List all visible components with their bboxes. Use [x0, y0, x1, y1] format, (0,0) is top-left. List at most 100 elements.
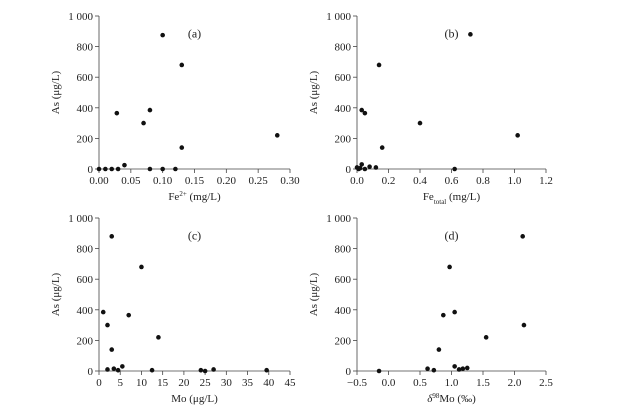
panel-c-point: [198, 367, 204, 373]
panel-c-x-tick-label: 15: [157, 377, 169, 389]
panel-b-x-tick-label: 0.6: [445, 175, 459, 187]
panel-b-point: [362, 166, 368, 172]
panel-c-point: [156, 335, 161, 340]
panel-c-point: [120, 364, 125, 369]
panel-c-panel-label: (c): [188, 228, 201, 242]
panel-d-point: [376, 368, 382, 374]
panel-b-x-tick-label: 0.2: [382, 175, 396, 187]
panel-b-panel-label: (b): [445, 26, 459, 40]
panel-d-x-tick-label: 2.0: [508, 377, 522, 389]
panel-b-point: [452, 166, 457, 172]
panel-c-point: [202, 368, 208, 374]
panel-a-x-axis-label: Fe2+ (mg/L): [168, 190, 221, 203]
panel-b-y-tick-label: 400: [335, 103, 352, 115]
panel-c-y-tick-label: 400: [77, 305, 94, 317]
panel-d-x-tick-label: 1.0: [445, 377, 459, 389]
panel-b-y-tick-label: 800: [335, 42, 352, 54]
panel-a-point: [147, 166, 153, 172]
panel-c-point: [149, 367, 155, 373]
panel-b-x-tick-label: 0.8: [476, 175, 490, 187]
panel-d-x-axis-label-part: Mo (‰): [439, 393, 476, 405]
panel-a-x-axis-label-part: (mg/L): [187, 191, 221, 203]
panel-a-y-tick-label: 400: [77, 103, 94, 115]
panel-b-x-tick-label: 1.2: [539, 175, 553, 187]
panel-d-y-tick-label: 800: [335, 244, 352, 256]
panel-a-x-tick-label: 0.30: [280, 175, 300, 187]
panel-c-point: [105, 367, 110, 372]
panel-b-x-axis-label-part: total: [434, 198, 446, 206]
panel-d-y-axis-label: As (μg/L): [308, 272, 320, 316]
panel-a-point: [179, 62, 185, 68]
panel-a-point: [274, 133, 280, 138]
panel-a-point: [141, 120, 146, 126]
panel-c-point: [211, 367, 216, 372]
panel-b-y-tick-label: 1 000: [326, 11, 351, 23]
panel-a-point: [96, 166, 102, 172]
panel-d-point: [464, 365, 470, 371]
panel-c-x-tick-label: 5: [117, 377, 123, 389]
panel-d-x-tick-label: 1.5: [476, 377, 490, 389]
panel-c-point: [105, 322, 110, 328]
panel-c-point: [100, 309, 106, 315]
panel-c-y-tick-label: 200: [77, 335, 94, 347]
panel-d-x-tick-label: 2.5: [539, 377, 553, 389]
panel-c-point: [264, 367, 269, 373]
panel-b-y-axis-label: As (μg/L): [308, 70, 320, 114]
panel-c-point: [111, 366, 117, 372]
panel-a-x-tick-label: 0.00: [89, 175, 109, 187]
panel-a-y-tick-label: 600: [77, 72, 94, 84]
panel-b-point: [359, 107, 365, 113]
panel-a-y-tick-label: 0: [88, 164, 94, 176]
panel-c-x-tick-label: 30: [221, 377, 233, 389]
panel-b-point: [468, 32, 473, 37]
panel-a-point: [122, 162, 127, 168]
panel-a-point: [103, 166, 108, 172]
panel-d-x-tick-label: 0.5: [413, 377, 427, 389]
panel-d-point: [460, 366, 466, 372]
panel-c-y-axis-label: As (μg/L): [50, 272, 62, 316]
panel-d-x-axis-label-part: 98: [432, 392, 440, 400]
panel-b-y-tick-label: 0: [346, 164, 352, 176]
panel-b-x-tick-label: 1.0: [508, 175, 522, 187]
panel-b-y-tick-label: 600: [335, 72, 352, 84]
panel-b-x-axis-label: Fetotal (mg/L): [423, 191, 481, 206]
panel-c-point: [115, 367, 121, 373]
panel-a-point: [173, 166, 178, 172]
panel-d-y-tick-label: 400: [335, 305, 352, 317]
panel-c-x-tick-label: 40: [263, 377, 275, 389]
panel-d-y-tick-label: 600: [335, 274, 352, 286]
panel-a-point: [147, 107, 153, 113]
panel-d-x-axis-label-part: δ: [427, 393, 433, 405]
panel-c-point: [126, 312, 132, 318]
panel-d-x-axis-label: δ98Mo (‰): [427, 392, 476, 405]
panel-a-y-tick-label: 200: [77, 133, 94, 145]
panel-d-point: [452, 309, 457, 315]
panel-d-x-tick-label: −0.5: [347, 377, 367, 389]
panel-c-point: [139, 264, 144, 270]
panel-c-point: [109, 347, 115, 352]
panel-a-x-axis-label-part: Fe: [168, 191, 179, 203]
panel-b-x-axis-label-part: (mg/L): [446, 191, 480, 203]
panel-d-point: [520, 234, 525, 239]
panel-b-point: [357, 165, 363, 171]
panel-c-x-tick-label: 35: [242, 377, 254, 389]
panel-d-point: [456, 367, 462, 372]
panel-c-x-axis-label: Mo (μg/L): [171, 393, 218, 405]
panel-a-x-tick-label: 0.10: [153, 175, 173, 187]
panel-d-point: [436, 347, 442, 352]
panel-b-x-tick-label: 0.0: [350, 175, 364, 187]
panel-b-point: [362, 110, 368, 116]
panel-d-y-tick-label: 1 000: [326, 213, 351, 225]
panel-c-x-tick-label: 45: [285, 377, 297, 389]
panel-a-point: [109, 166, 115, 172]
panel-d-x-tick-label: 0.0: [382, 377, 396, 389]
panel-a-panel-label: (a): [188, 26, 201, 40]
panel-b-point: [359, 162, 365, 167]
panel-d-point: [441, 312, 446, 318]
panel-d-point: [431, 367, 437, 373]
panel-d-y-tick-label: 200: [335, 335, 352, 347]
panel-d-panel-label: (d): [445, 228, 459, 242]
panel-a-x-tick-label: 0.05: [121, 175, 141, 187]
panel-b-x-axis-label-part: Fe: [423, 191, 434, 203]
